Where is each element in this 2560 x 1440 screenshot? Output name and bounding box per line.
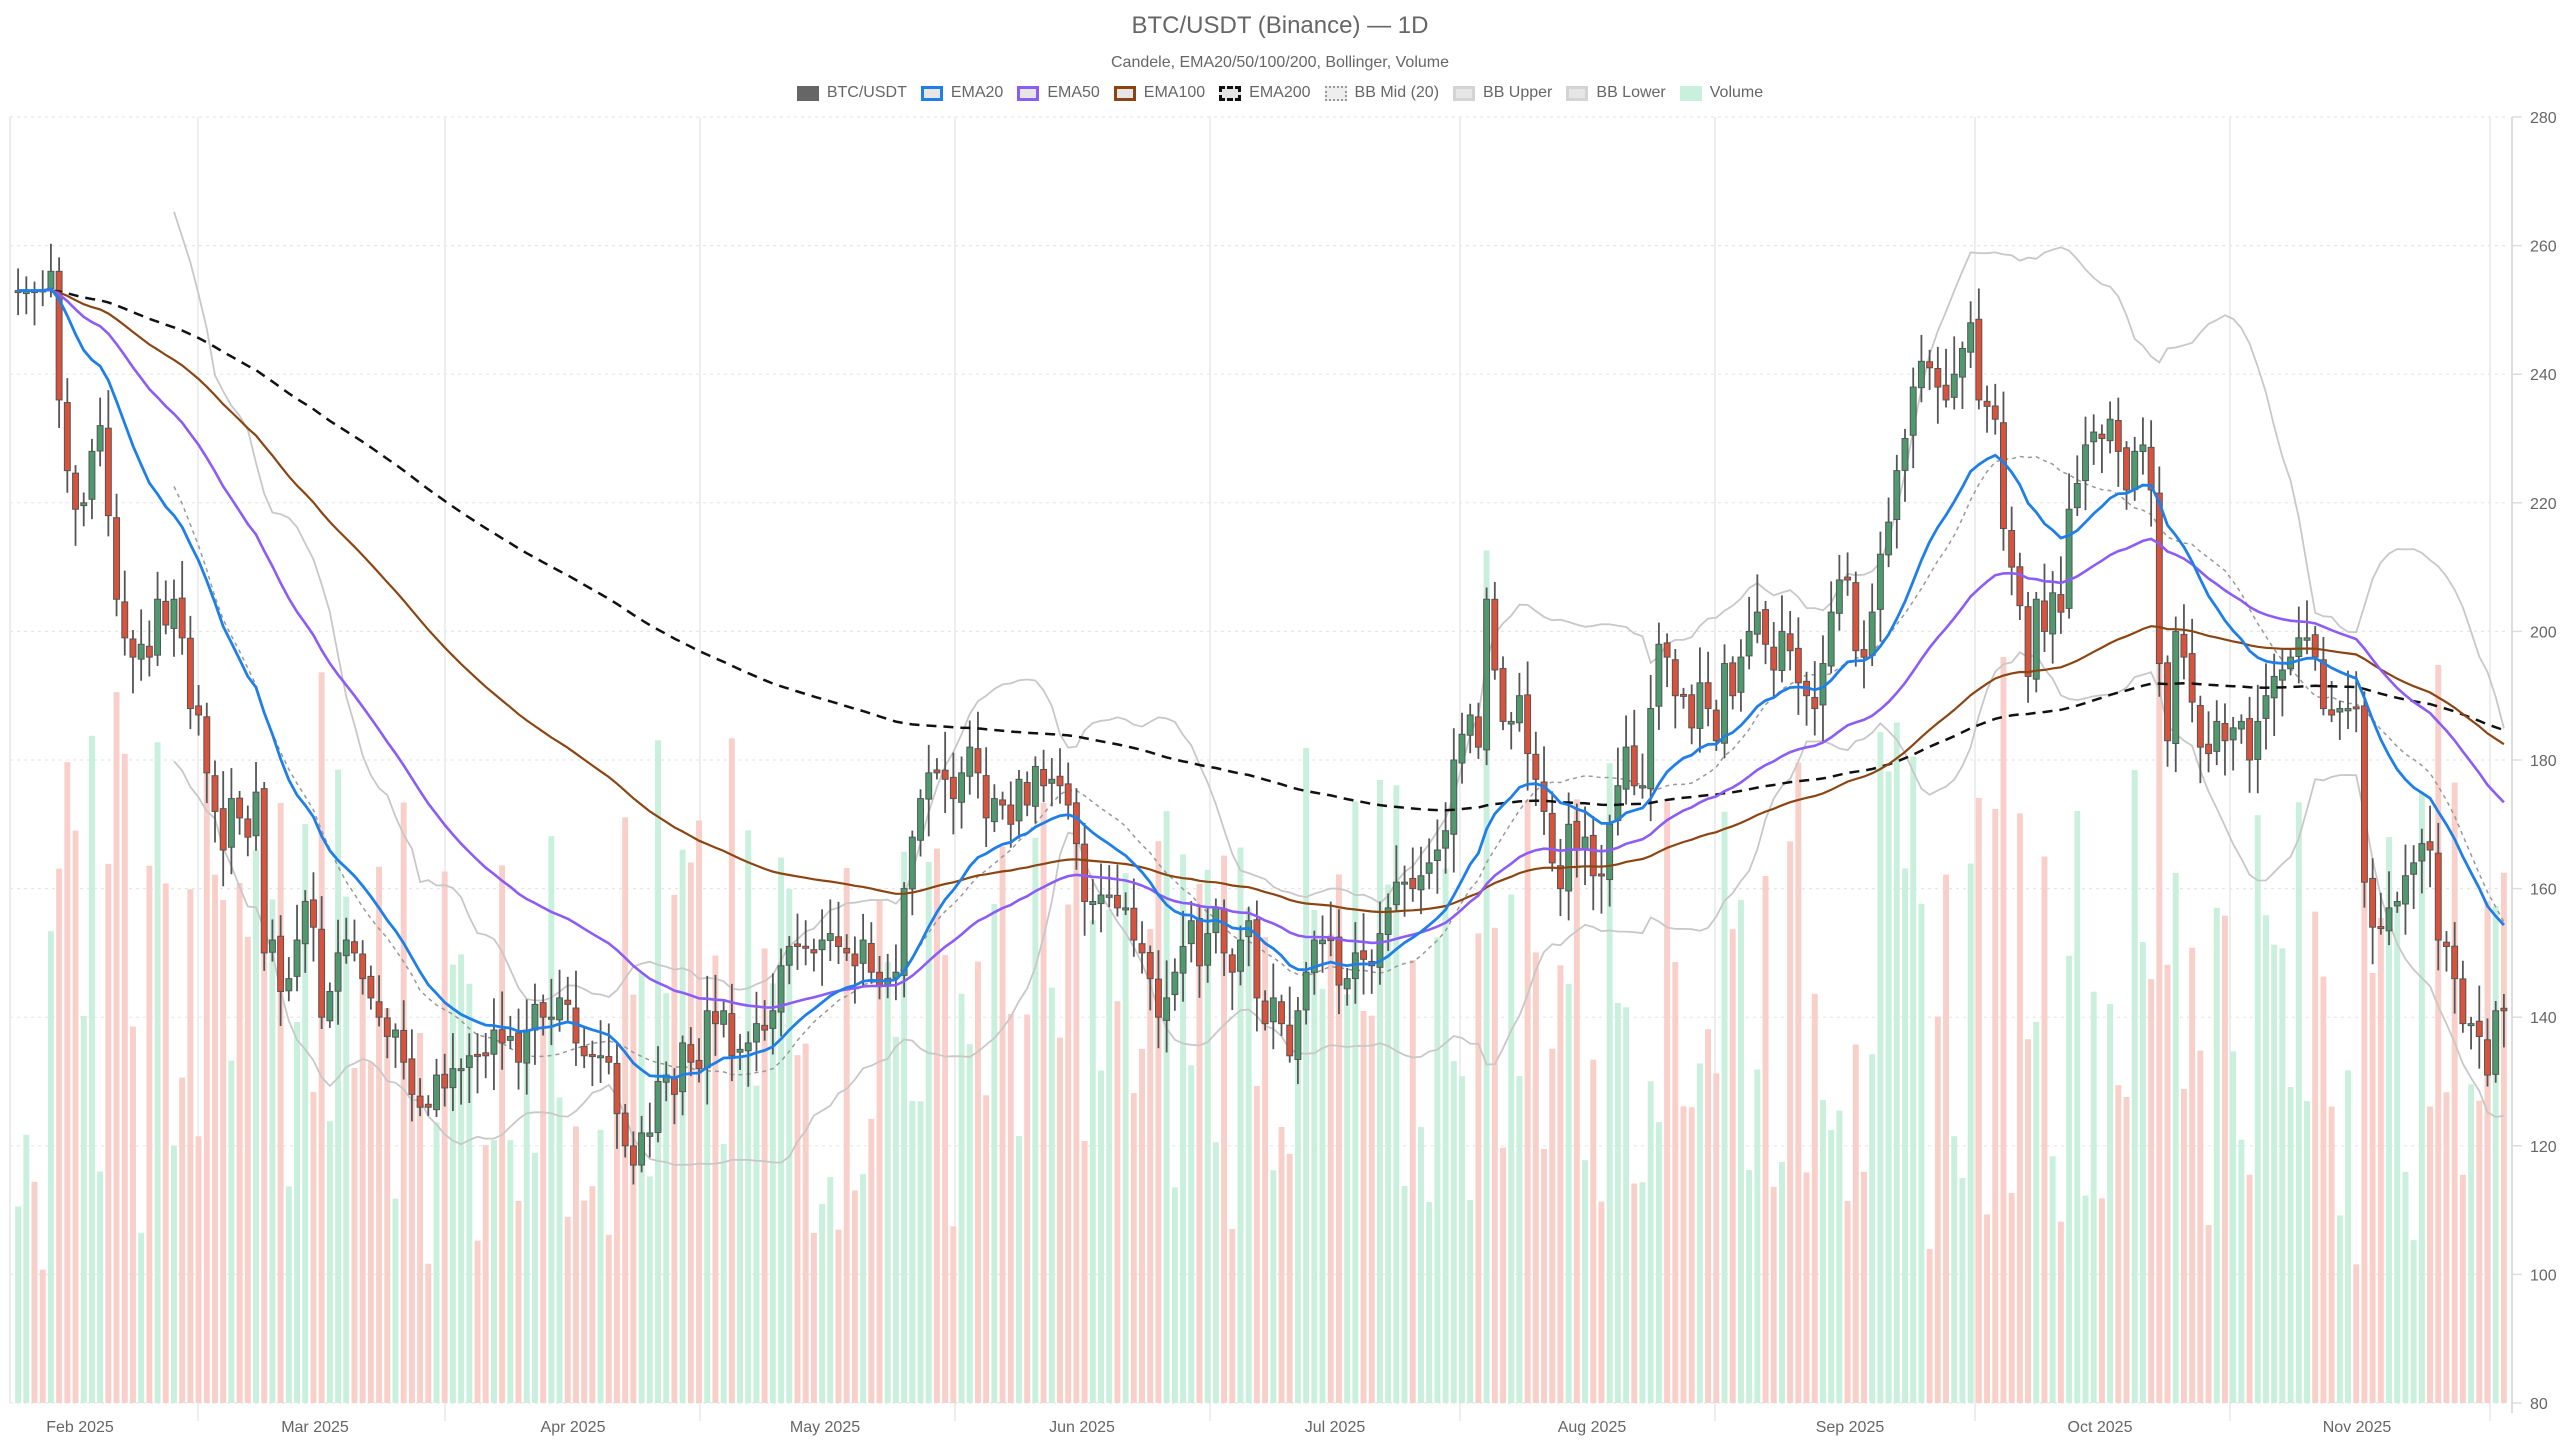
legend-item-bb-upper[interactable]: BB Upper	[1453, 84, 1552, 102]
legend-label: Volume	[1709, 84, 1764, 101]
x-tick-label: Jun 2025	[1049, 1419, 1115, 1436]
chart-legend: BTC/USDT EMA20 EMA50 EMA100 EMA200 BB Mid (20…	[0, 84, 2560, 102]
y-tick-label: 220	[2530, 496, 2557, 513]
y-tick-label: 240	[2530, 367, 2557, 384]
legend-swatch-icon	[1017, 85, 1040, 101]
ema-lines	[18, 287, 2505, 1080]
legend-item-volume[interactable]: Volume	[1679, 84, 1764, 102]
legend-swatch-icon	[1324, 85, 1347, 101]
y-tick-label: 260	[2530, 239, 2557, 256]
y-tick-label: 140	[2530, 1010, 2557, 1027]
legend-label: EMA50	[1047, 84, 1100, 101]
legend-swatch-icon	[1113, 85, 1136, 101]
legend-label: BB Lower	[1596, 84, 1666, 101]
legend-item-bb-lower[interactable]: BB Lower	[1566, 84, 1666, 102]
legend-item-btc-usdt[interactable]: BTC/USDT	[796, 84, 907, 102]
legend-label: BB Mid (20)	[1354, 84, 1440, 101]
legend-swatch-icon	[1679, 85, 1702, 101]
legend-label: EMA200	[1249, 84, 1311, 101]
x-axis: Feb 2025 Mar 2025 Apr 2025 May 2025 Jun 2025…	[46, 1419, 2391, 1436]
legend-swatch-icon	[1453, 85, 1476, 101]
chart-title: BTC/USDT (Binance) — 1D	[1131, 12, 1429, 39]
x-tick-label: Aug 2025	[1558, 1419, 1627, 1436]
legend-label: EMA100	[1143, 84, 1206, 101]
x-tick-label: Oct 2025	[2068, 1419, 2133, 1436]
legend-item-ema20[interactable]: EMA20	[920, 84, 1004, 102]
x-tick-label: Mar 2025	[281, 1419, 349, 1436]
legend-item-bb-mid-20[interactable]: BB Mid (20)	[1324, 84, 1440, 102]
legend-swatch-icon	[1219, 85, 1242, 101]
y-tick-label: 80	[2530, 1396, 2548, 1413]
legend-label: BB Upper	[1483, 84, 1553, 101]
legend-item-ema50[interactable]: EMA50	[1017, 84, 1100, 102]
legend-label: BTC/USDT	[826, 84, 907, 101]
legend-item-ema200[interactable]: EMA200	[1219, 84, 1311, 102]
legend-swatch-icon	[796, 85, 819, 101]
chart-subtitle: Candele, EMA20/50/100/200, Bollinger, Vo…	[1110, 54, 1449, 71]
y-tick-label: 160	[2530, 882, 2557, 899]
volume-bars	[15, 550, 2507, 1403]
legend-item-ema100[interactable]: EMA100	[1113, 84, 1206, 102]
x-tick-label: Nov 2025	[2323, 1419, 2392, 1436]
price-candles	[14, 243, 2508, 1185]
x-tick-label: Sep 2025	[1816, 1419, 1885, 1436]
y-tick-label: 280	[2530, 110, 2557, 127]
x-tick-label: May 2025	[790, 1419, 860, 1436]
y-tick-label: 120	[2530, 1139, 2557, 1156]
y-tick-label: 180	[2530, 753, 2557, 770]
y-tick-label: 200	[2530, 624, 2557, 641]
y-tick-label: 100	[2530, 1267, 2557, 1284]
x-tick-label: Feb 2025	[46, 1419, 114, 1436]
y-axis: 80 100 120 140 160 180 200 220 240 260 280	[2512, 110, 2557, 1413]
legend-label: EMA20	[950, 84, 1004, 101]
x-tick-label: Jul 2025	[1305, 1419, 1366, 1436]
x-tick-label: Apr 2025	[541, 1419, 606, 1436]
legend-swatch-icon	[1566, 85, 1589, 101]
legend-swatch-icon	[920, 85, 943, 101]
